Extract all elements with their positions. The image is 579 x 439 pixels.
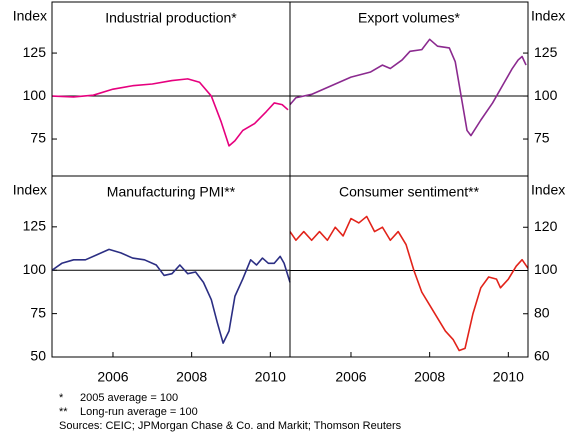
y-tick-label: 100 <box>23 87 47 103</box>
panel-title: Export volumes* <box>358 10 460 26</box>
panel-frame <box>289 175 529 358</box>
y-axis-label: Index <box>531 182 565 198</box>
y-tick-label: 75 <box>30 130 46 146</box>
y-tick-label: 75 <box>534 130 550 146</box>
y-tick-label: 120 <box>534 218 558 234</box>
panel-title: Manufacturing PMI** <box>107 184 236 200</box>
panel-title: Consumer sentiment** <box>339 184 480 200</box>
footnote: Long-run average = 100 <box>80 406 198 418</box>
y-tick-label: 100 <box>23 261 47 277</box>
y-axis-label: Index <box>13 8 47 24</box>
series-line <box>289 38 527 137</box>
x-tick-label: 2010 <box>255 369 286 385</box>
x-tick-label: 2006 <box>97 369 128 385</box>
panel-frame <box>51 175 291 358</box>
x-tick-label: 2010 <box>493 369 524 385</box>
y-tick-label: 125 <box>23 218 47 234</box>
source: Sources: CEIC; JPMorgan Chase & Co. and … <box>59 420 402 432</box>
panel-title: Industrial production* <box>105 10 237 26</box>
x-tick-label: 2008 <box>176 369 207 385</box>
series-line <box>289 215 529 352</box>
footnote: 2005 average = 100 <box>80 392 178 404</box>
panel-frame <box>51 1 291 177</box>
y-tick-label: 125 <box>534 44 558 60</box>
y-tick-label: 50 <box>30 348 46 364</box>
series-line <box>51 78 289 147</box>
x-tick-label: 2006 <box>335 369 366 385</box>
y-tick-label: 100 <box>534 87 558 103</box>
footnote-mark: * <box>59 392 64 404</box>
y-tick-label: 80 <box>534 304 550 320</box>
y-axis-label: Index <box>531 8 565 24</box>
y-tick-label: 75 <box>30 304 46 320</box>
y-tick-label: 60 <box>534 348 550 364</box>
footnote-mark: ** <box>59 406 68 418</box>
y-tick-label: 100 <box>534 261 558 277</box>
y-tick-label: 125 <box>23 44 47 60</box>
y-axis-label: Index <box>13 182 47 198</box>
series-line <box>51 248 291 344</box>
x-tick-label: 2008 <box>414 369 445 385</box>
